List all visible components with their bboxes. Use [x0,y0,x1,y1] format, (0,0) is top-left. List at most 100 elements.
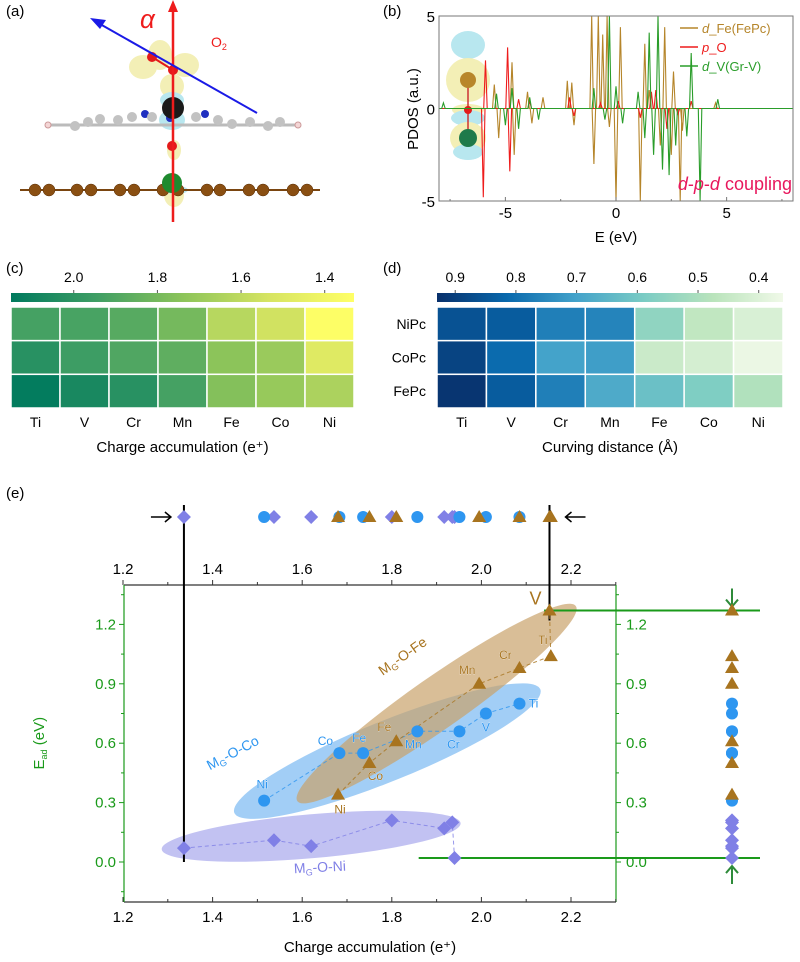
heatmap-cell [304,373,355,409]
heatmap-cell [255,306,306,342]
group-label: MG-O-Ni [293,858,346,879]
right-projection-point [725,603,739,616]
heatmap-cell [10,339,61,376]
colorbar-tick-label: 1.8 [148,269,168,285]
colorbar [11,293,354,302]
point-label: Cr [499,648,512,662]
right-projection-point [726,707,738,720]
point-label: Cr [447,737,460,751]
heatmap-cell [683,339,735,376]
panel-label-c: (c) [6,260,24,277]
data-point [389,734,404,747]
x-axis-label: Charge accumulation (e⁺) [284,939,456,956]
density-lobe [171,53,199,77]
point-label: Mn [459,663,476,677]
right-projection-point [725,649,739,662]
point-label: Ti [538,633,548,647]
heatmap-cell [206,306,257,342]
heatmap-cell [304,306,355,342]
group-label-rest: -O-Fe [390,633,429,667]
x-axis-label: E (eV) [595,229,638,246]
data-point [331,787,346,800]
x-category-label: Co [272,414,290,430]
charge-heatmap: 2.0 1.8 1.6 1.4 Ti V Cr Mn Fe Co Ni Charge accumula… [10,269,355,456]
pdos-series-2 [439,16,793,201]
inset-isosurface [446,31,490,160]
group-label-rest: -O-Ni [312,858,346,876]
point-label: Mn [405,737,422,751]
group-label: MG-O-Co [204,732,263,775]
right-projection-point [725,815,739,830]
colorbar-tick-label: 0.8 [506,269,526,285]
y-tick-label: 0.6 [95,735,116,752]
data-point [513,697,526,710]
curving-heatmap: 0.9 0.8 0.7 0.6 0.5 0.4 Ti V Cr Mn Fe Co Ni NiPc CoPc F… [392,269,784,456]
structure-panel: α O2 [20,0,320,222]
top-projection-point [542,510,557,522]
heatmap-cell [584,306,636,342]
y-tick-label: 0.9 [95,676,116,693]
x-category-label: Fe [223,414,240,430]
data-point [266,833,281,848]
heatmap-cell [683,373,735,409]
panel-label-a: (a) [6,3,24,20]
x-tick-label: -5 [499,205,512,222]
y-tick-label: 1.2 [95,616,116,633]
heatmap-cell [436,339,488,376]
y-category-label: CoPc [392,350,426,366]
point-label: Fe [377,720,391,734]
colorbar-tick-label: 0.4 [749,269,769,285]
x-tick-label-top: 1.4 [202,561,223,578]
top-projection-point [389,510,404,522]
legend-entry: d_V(Gr-V) [702,59,761,74]
point-label: V [529,589,541,609]
data-point [258,794,271,807]
alpha-angle-label: α [140,4,156,34]
right-arrow-icon [150,511,173,523]
x-tick-label: 1.6 [292,909,313,926]
left-arrow-icon [564,511,586,523]
x-tick-label-top: 2.2 [561,561,582,578]
legend-italic: p [701,40,709,55]
legend-rest: _V(Gr-V) [708,59,761,74]
heatmap-cell [535,306,587,342]
point-label: Ti [529,697,539,711]
point-label: Ni [256,778,267,792]
y-tick-label-right: 0.3 [626,795,647,812]
right-projection-point [726,747,738,760]
group-ellipse [161,810,461,862]
group-label: MG-O-Fe [375,633,431,680]
v-atom [459,129,477,147]
data-point [542,603,557,616]
heatmap-cell [436,373,488,409]
ann-d: d [710,174,721,194]
data-point [411,725,424,738]
heatmap-cell [633,339,685,376]
group-label-sub: G [305,867,313,877]
group-label-main: M [293,860,305,877]
data-point [472,676,487,689]
right-projection-point [725,839,739,854]
top-projection-point [176,510,191,524]
y-tick-label-right: 0.9 [626,676,647,693]
legend-rest: _O [708,40,726,55]
colorbar-tick-label: 1.4 [315,269,335,285]
y-axis-label: Ead (eV) [31,717,49,770]
x-tick-label: 5 [722,205,730,222]
top-projection-point [453,511,466,523]
heatmap-cell [584,339,636,376]
x-category-label: Mn [173,414,192,430]
heatmap-cell [732,306,784,342]
heatmap-cell [485,306,537,342]
data-point [384,813,399,828]
panel-label-d: (d) [383,260,401,277]
data-point [479,707,492,720]
point-label: Fe [352,731,366,745]
y-category-label: NiPc [396,316,426,332]
y-tick-label: 0 [427,102,435,119]
right-projection-point [725,676,739,689]
top-projection-point [362,510,377,522]
fe-atom [460,72,476,88]
x-category-label: V [80,414,90,430]
